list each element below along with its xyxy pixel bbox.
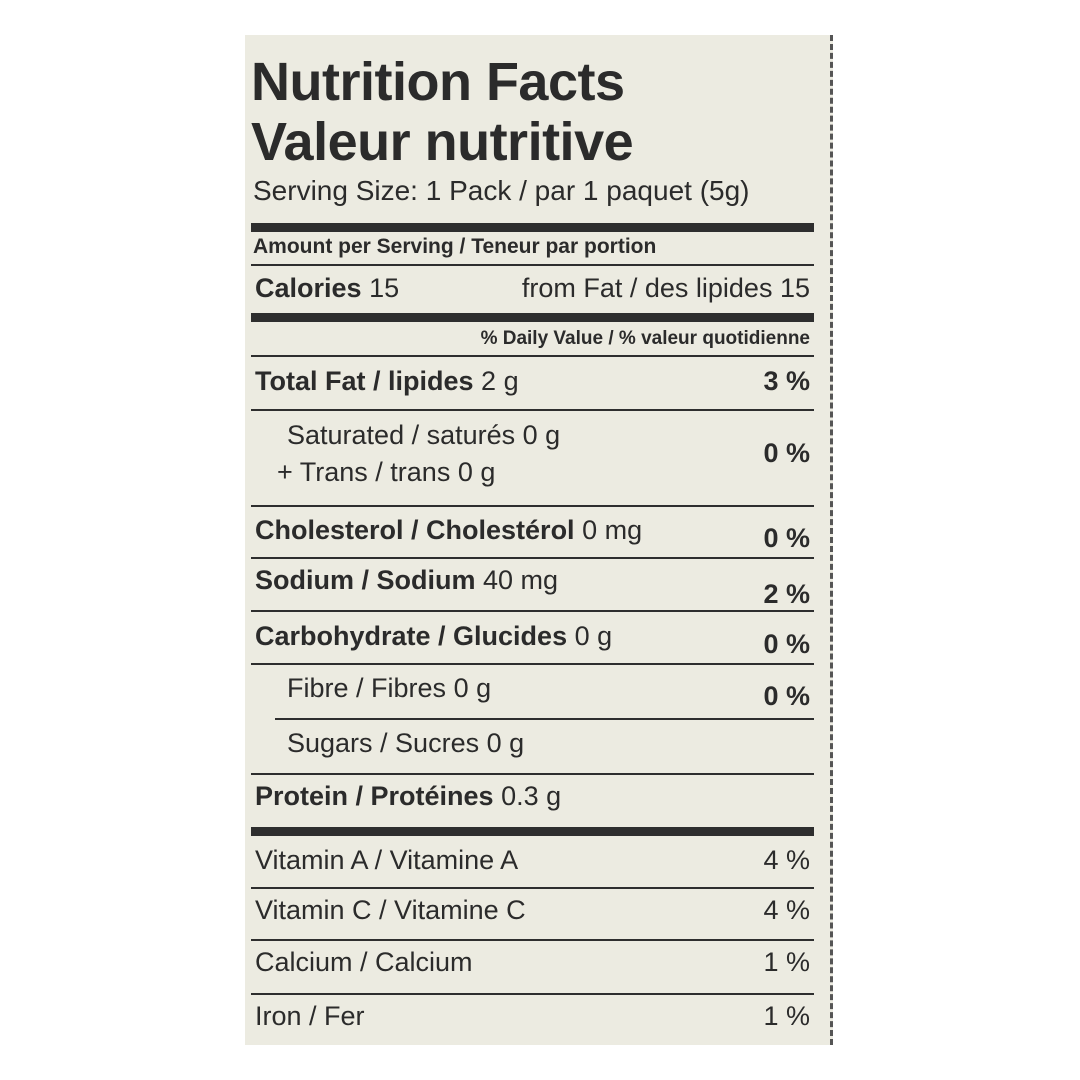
divider bbox=[251, 355, 814, 357]
divider bbox=[251, 993, 814, 995]
divider bbox=[251, 827, 814, 836]
calories-value: 15 bbox=[369, 273, 400, 303]
daily-value-header: % Daily Value / % valeur quotidienne bbox=[480, 328, 810, 349]
title-en: Nutrition Facts bbox=[251, 52, 625, 112]
divider bbox=[251, 313, 814, 322]
calories-from-fat: from Fat / des lipides 15 bbox=[521, 273, 810, 303]
divider bbox=[251, 505, 814, 507]
serving-size: Serving Size: 1 Pack / par 1 paquet (5g) bbox=[253, 175, 750, 206]
calories-label: Calories bbox=[255, 273, 362, 303]
divider bbox=[251, 610, 814, 612]
divider bbox=[251, 223, 814, 232]
divider bbox=[251, 887, 814, 889]
divider bbox=[251, 557, 814, 559]
divider bbox=[251, 939, 814, 941]
divider bbox=[251, 663, 814, 665]
amount-per-serving: Amount per Serving / Teneur par portion bbox=[253, 235, 657, 258]
divider bbox=[251, 264, 814, 266]
nutrition-facts-label: Nutrition Facts Valeur nutritive Serving… bbox=[245, 35, 833, 1045]
title-fr: Valeur nutritive bbox=[251, 112, 634, 172]
divider bbox=[251, 409, 814, 411]
divider bbox=[251, 773, 814, 775]
divider bbox=[275, 718, 814, 720]
